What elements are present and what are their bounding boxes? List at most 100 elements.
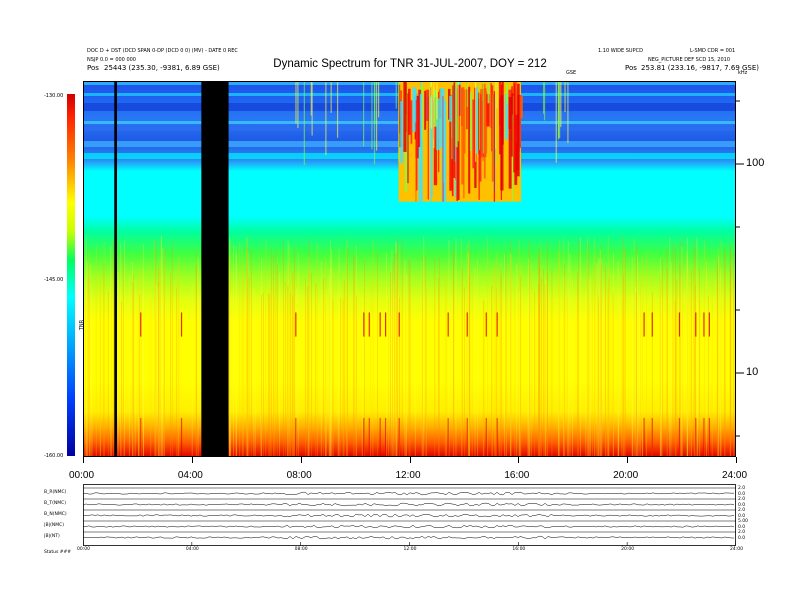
spectrogram-streak bbox=[563, 238, 565, 457]
spectrogram-streak bbox=[672, 242, 674, 457]
spectrogram-streak bbox=[569, 253, 571, 457]
spectrogram-streak bbox=[689, 265, 691, 457]
x-tick-label: 12:00 bbox=[395, 470, 421, 481]
spectrogram-streak bbox=[675, 246, 677, 457]
emission-streak bbox=[475, 87, 478, 154]
spectrogram-streak bbox=[567, 298, 568, 457]
spectrogram-streak bbox=[534, 292, 536, 457]
spectrogram-spike bbox=[708, 418, 710, 457]
emission-streak bbox=[457, 100, 460, 201]
spectrogram-streak bbox=[159, 269, 160, 457]
spectrogram-streak bbox=[386, 252, 387, 457]
header-right-line1: 1.10 WIDE SUPCD bbox=[598, 48, 643, 54]
spectrogram-streak bbox=[421, 256, 423, 457]
spectrogram-streak bbox=[474, 267, 476, 457]
spectrogram-streak bbox=[544, 284, 546, 457]
spectrogram-streak bbox=[289, 245, 291, 457]
spectrogram-streak bbox=[471, 275, 473, 457]
spectrogram-streak bbox=[331, 249, 332, 457]
spectrogram-streak bbox=[716, 257, 718, 457]
spectrogram-streak bbox=[268, 292, 269, 457]
spectrogram-streak bbox=[718, 255, 720, 457]
emission-streak bbox=[542, 81, 545, 114]
emission-streak bbox=[330, 81, 332, 113]
emission-streak bbox=[431, 81, 433, 129]
spectrogram-streak bbox=[640, 275, 642, 457]
spectrogram-streak bbox=[143, 292, 144, 457]
emission-streak bbox=[493, 91, 496, 202]
spectrogram-streak bbox=[510, 253, 511, 457]
spectrogram-streak bbox=[467, 251, 469, 457]
colorbar bbox=[67, 94, 75, 456]
spectrogram-streak bbox=[158, 282, 159, 457]
spectrogram-streak bbox=[518, 240, 520, 457]
spectrogram-streak bbox=[577, 272, 579, 457]
spectrogram-streak bbox=[608, 278, 610, 457]
spectrogram-streak bbox=[546, 273, 548, 457]
spectrogram-streak bbox=[342, 278, 344, 457]
spectrogram-streak bbox=[263, 292, 264, 457]
y-tick-label-10: 10 bbox=[746, 366, 759, 378]
spectrogram-spike bbox=[447, 418, 449, 457]
spectrogram-streak bbox=[707, 295, 709, 457]
spectrogram-streak bbox=[342, 299, 344, 457]
spectrogram-streak bbox=[720, 241, 722, 457]
spectrogram-streak bbox=[423, 236, 425, 457]
spectrogram-streak bbox=[236, 253, 238, 457]
spectrogram-streak bbox=[698, 267, 700, 457]
emission-streak bbox=[457, 81, 459, 142]
spectrogram-streak bbox=[453, 252, 455, 457]
spectrogram-streak bbox=[461, 268, 463, 457]
spectrogram-streak bbox=[455, 238, 457, 457]
spectrogram-streak bbox=[87, 277, 89, 457]
emission-streak bbox=[431, 95, 433, 198]
spectrogram-streak bbox=[103, 241, 105, 457]
spectrogram-streak bbox=[623, 274, 625, 457]
magnetometer-row-label: |B|(NMC) bbox=[44, 523, 65, 528]
spectrogram-streak bbox=[346, 238, 348, 457]
spectrogram-streak bbox=[340, 298, 342, 457]
spectrogram-spike bbox=[363, 312, 365, 337]
spectrogram-streak bbox=[325, 263, 327, 457]
spectrogram-streak bbox=[623, 250, 625, 457]
spectrogram-streak bbox=[290, 293, 291, 457]
emission-streak bbox=[410, 100, 413, 144]
footer-status: Status ### bbox=[44, 550, 72, 555]
emission-streak bbox=[375, 81, 378, 151]
magnetometer-x-label: 20:00 bbox=[621, 547, 635, 552]
spectrogram-streak bbox=[498, 263, 500, 457]
spectrogram-spike bbox=[368, 418, 370, 457]
spectrogram-streak bbox=[131, 262, 133, 457]
spectrogram-streak bbox=[377, 252, 379, 457]
emission-streak bbox=[495, 81, 497, 165]
y-axis-ticks bbox=[736, 100, 744, 437]
spectrogram-streak bbox=[597, 257, 599, 457]
spectrogram-spike bbox=[140, 312, 142, 337]
spectrogram-streak bbox=[292, 273, 294, 457]
spectrogram-streak bbox=[674, 300, 676, 457]
spectrogram-spike bbox=[447, 312, 449, 337]
spectrogram-streak bbox=[399, 297, 400, 457]
spectrogram-streak bbox=[248, 276, 250, 457]
spectrogram-streak bbox=[605, 264, 607, 457]
emission-streak bbox=[513, 82, 517, 173]
emission-streak bbox=[508, 96, 512, 189]
emission-streak bbox=[564, 81, 566, 113]
spectrogram-streak bbox=[691, 269, 692, 457]
spectrogram-streak bbox=[292, 270, 294, 457]
magnetometer-row-label: B_N(NMC) bbox=[44, 512, 67, 517]
spectrogram-streak bbox=[356, 295, 358, 457]
spectrogram-streak bbox=[308, 256, 309, 457]
magnetometer-trace bbox=[83, 535, 735, 540]
spectrogram-streak bbox=[393, 282, 395, 457]
spectrogram-streak bbox=[699, 300, 701, 457]
spectrogram-streak bbox=[660, 281, 662, 457]
spectrogram-streak bbox=[103, 262, 105, 457]
spectrogram-streak bbox=[421, 261, 423, 457]
spectrogram-streak bbox=[448, 240, 450, 457]
magnetometer-right-label: 0.0 bbox=[738, 513, 746, 519]
emission-streak bbox=[403, 81, 407, 152]
spectrogram-spike bbox=[466, 312, 468, 337]
spectrogram-streak bbox=[261, 294, 262, 457]
spectrogram-streak bbox=[589, 298, 591, 457]
